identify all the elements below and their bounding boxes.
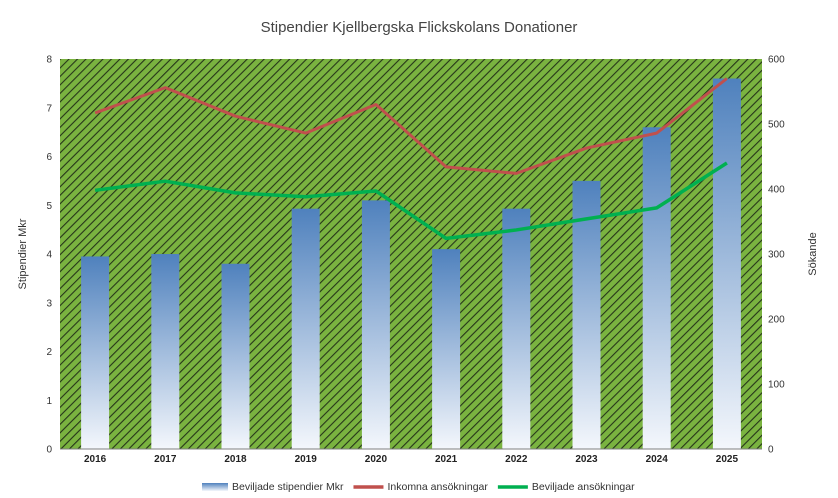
chart-title: Stipendier Kjellbergska Flickskolans Don… bbox=[261, 19, 578, 36]
line-inkomna-ans-kningar bbox=[94, 77, 728, 175]
x-tick-label: 2020 bbox=[365, 454, 388, 465]
x-tick-label: 2017 bbox=[154, 454, 177, 465]
x-tick-label: 2024 bbox=[646, 454, 669, 465]
bar-2025 bbox=[712, 78, 741, 449]
right-tick-label: 100 bbox=[768, 380, 785, 391]
bar-2020 bbox=[361, 200, 390, 449]
bar-series bbox=[81, 78, 741, 449]
x-tick-label: 2018 bbox=[224, 454, 247, 465]
left-tick-label: 1 bbox=[46, 396, 52, 407]
right-tick-label: 500 bbox=[768, 120, 785, 131]
right-tick-label: 600 bbox=[768, 55, 785, 66]
left-tick-label: 0 bbox=[46, 445, 52, 456]
bar-2023 bbox=[572, 180, 601, 449]
bar-2016 bbox=[81, 256, 110, 449]
x-tick-label: 2022 bbox=[505, 454, 528, 465]
x-tick-label: 2023 bbox=[575, 454, 598, 465]
bar-2017 bbox=[151, 254, 180, 449]
bar-2022 bbox=[502, 208, 531, 449]
left-tick-label: 3 bbox=[46, 298, 52, 309]
bar-2019 bbox=[291, 208, 320, 449]
right-axis-ticks: 0 100 200 300 400 500 600 bbox=[768, 55, 785, 456]
left-tick-label: 8 bbox=[46, 55, 52, 66]
legend-label: Inkomna ansökningar bbox=[387, 481, 488, 493]
right-tick-label: 200 bbox=[768, 315, 785, 326]
legend-bar-swatch bbox=[202, 483, 228, 491]
bar-2021 bbox=[432, 249, 461, 449]
left-axis-ticks: 0 1 2 3 4 5 6 7 8 bbox=[46, 55, 52, 456]
line-series bbox=[94, 77, 728, 241]
x-tick-label: 2025 bbox=[716, 454, 739, 465]
left-axis-label: Stipendier Mkr bbox=[17, 218, 29, 289]
left-tick-label: 4 bbox=[46, 250, 52, 261]
left-tick-label: 6 bbox=[46, 152, 52, 163]
left-tick-label: 7 bbox=[46, 103, 52, 114]
right-tick-label: 0 bbox=[768, 445, 774, 456]
left-tick-label: 5 bbox=[46, 201, 52, 212]
right-axis-label: Sökande bbox=[807, 232, 819, 275]
x-tick-label: 2016 bbox=[84, 454, 107, 465]
x-axis-ticks: 2016 2017 2018 2019 2020 2021 2022 2023 2024 2025 bbox=[84, 454, 738, 465]
legend-label: Beviljade stipendier Mkr bbox=[232, 481, 344, 493]
legend: Beviljade stipendier Mkr Inkomna ansöknin… bbox=[202, 481, 635, 493]
line-beviljade-ans-kningar bbox=[94, 161, 728, 241]
x-tick-label: 2021 bbox=[435, 454, 458, 465]
right-tick-label: 400 bbox=[768, 185, 785, 196]
bar-2024 bbox=[642, 127, 671, 449]
right-tick-label: 300 bbox=[768, 250, 785, 261]
bar-2018 bbox=[221, 263, 250, 449]
left-tick-label: 2 bbox=[46, 347, 52, 358]
x-tick-label: 2019 bbox=[295, 454, 318, 465]
legend-label: Beviljade ansökningar bbox=[532, 481, 635, 493]
